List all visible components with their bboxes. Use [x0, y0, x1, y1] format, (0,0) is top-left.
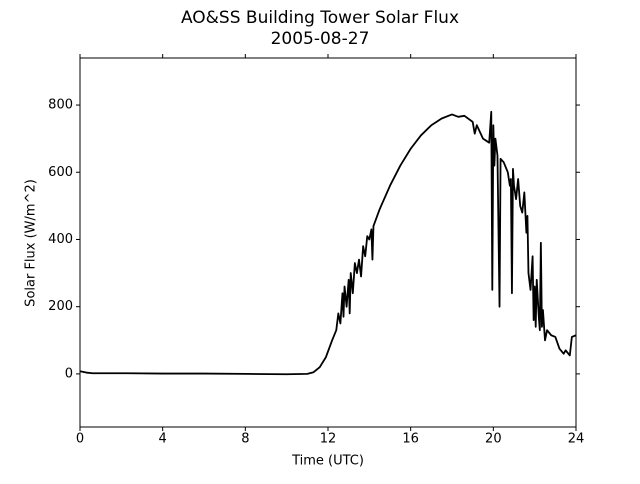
y-tick-label: 200 [48, 299, 73, 314]
x-axis-label: Time (UTC) [291, 454, 364, 469]
chart-subtitle: 2005-08-27 [271, 29, 370, 49]
y-axis-label: Solar Flux (W/m^2) [24, 179, 39, 307]
y-tick-label: 800 [48, 98, 73, 113]
x-tick-label: 4 [159, 432, 167, 447]
x-tick-label: 12 [320, 432, 337, 447]
y-tick-label: 600 [48, 165, 73, 180]
line-series [79, 110, 577, 376]
x-tick-label: 8 [241, 432, 249, 447]
x-tick-label: 20 [485, 432, 502, 447]
x-tick-label: 16 [402, 432, 419, 447]
y-tick-label: 400 [48, 232, 73, 247]
y-tick-label: 0 [65, 366, 73, 381]
x-tick-label: 0 [76, 432, 84, 447]
x-tick-label: 24 [568, 432, 585, 447]
chart-title: AO&SS Building Tower Solar Flux [181, 8, 459, 28]
plot-frame [79, 57, 577, 428]
